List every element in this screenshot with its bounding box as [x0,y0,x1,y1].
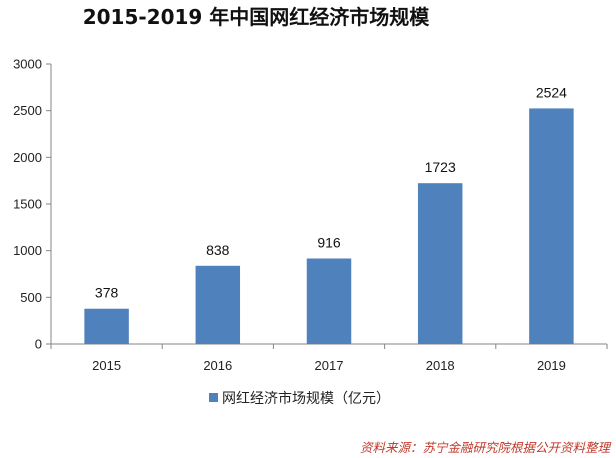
bar-2016 [195,265,241,344]
data-label-2016: 838 [206,242,230,258]
data-label-2017: 916 [317,235,341,251]
y-tick-label: 500 [20,290,42,305]
bar-2015 [84,308,129,344]
bar-2018 [417,183,463,344]
bar-series [84,108,574,344]
data-label-2018: 1723 [425,159,456,175]
x-tick-label: 2017 [315,358,344,373]
legend: 网红经济市场规模（亿元） [209,390,390,407]
data-label-2015: 378 [95,285,119,301]
y-tick-label: 0 [35,337,42,352]
bar-2019 [529,108,574,344]
source-note: 资料来源：苏宁金融研究院根据公开资料整理 [360,440,612,455]
y-tick-label: 1000 [13,243,42,258]
x-tick-label: 2015 [92,358,121,373]
chart-title: 2015-2019 年中国网红经济市场规模 [83,5,431,29]
x-tick-label: 2016 [203,358,232,373]
data-labels: 378 838 916 1723 2524 [95,84,567,300]
y-tick-label: 1500 [13,197,42,212]
y-tick-label: 2500 [13,103,42,118]
x-axis-ticks: 2015 2016 2017 2018 2019 [50,344,608,373]
data-label-2019: 2524 [536,84,567,100]
y-tick-label: 3000 [13,57,42,72]
x-tick-label: 2019 [537,358,566,373]
y-tick-label: 2000 [13,150,42,165]
x-tick-label: 2018 [426,358,455,373]
bar-2017 [306,258,352,344]
y-axis-ticks: 0 500 1000 1500 2000 2500 3000 [13,57,51,352]
legend-swatch [209,393,218,402]
legend-label: 网红经济市场规模（亿元） [222,390,390,407]
